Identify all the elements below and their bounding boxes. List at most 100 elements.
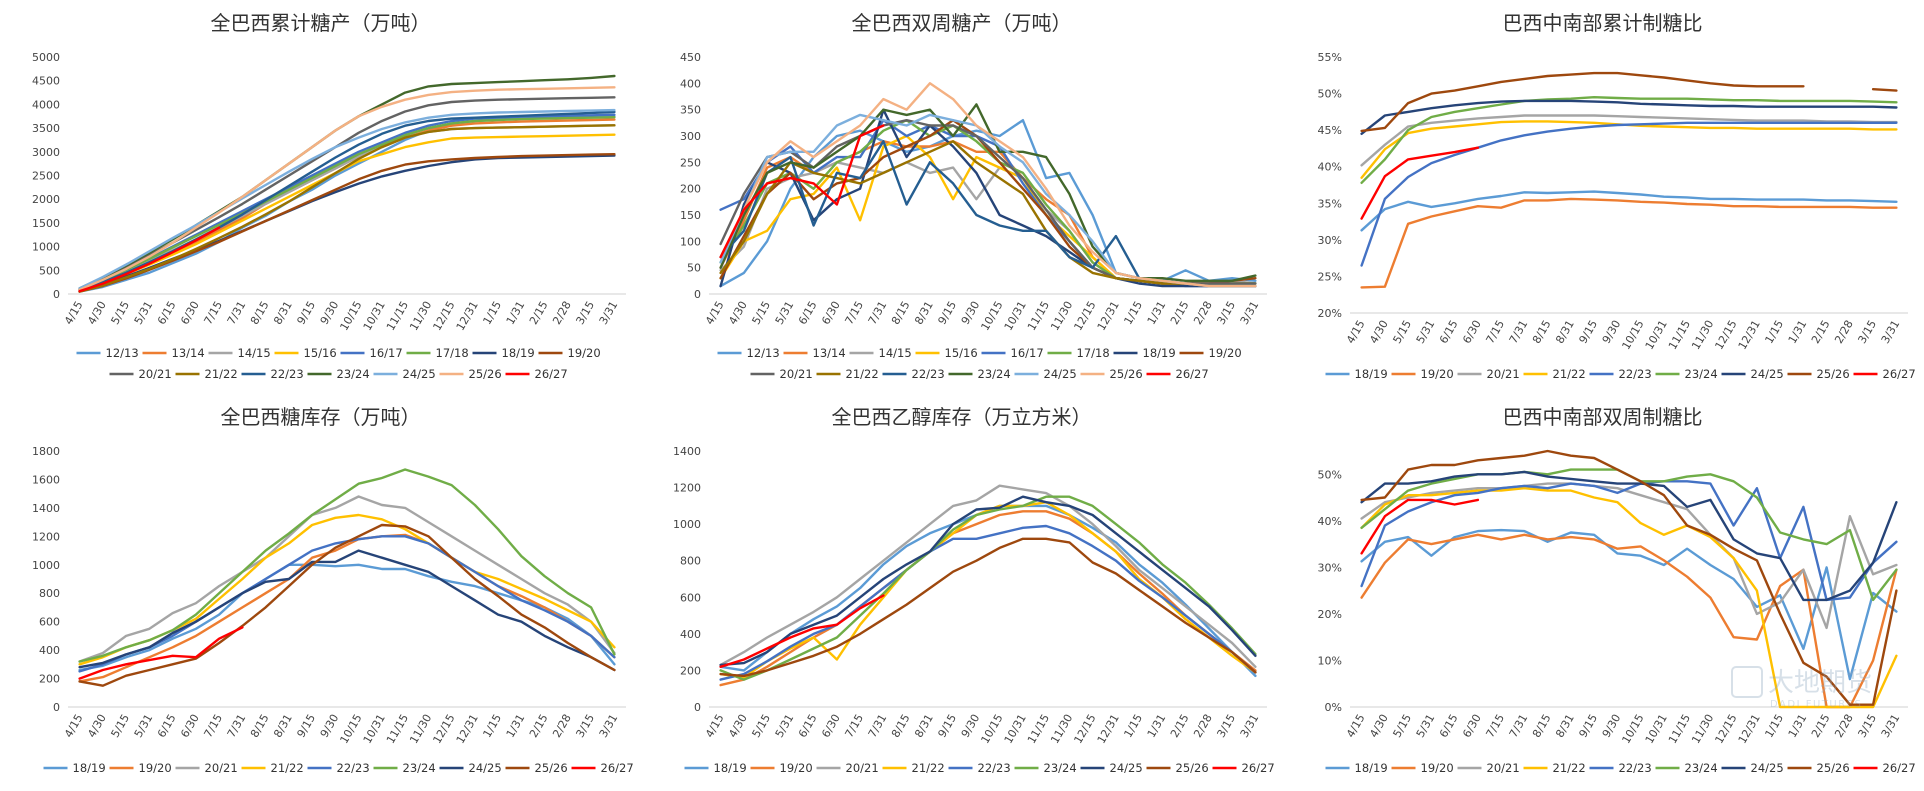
watermark-icon [1731,666,1763,698]
series-line-25-26 [78,523,616,687]
x-tick-label: 2/15 [1168,712,1192,740]
chart-panel-0: 全巴西累计糖产（万吨） 0 500 1000 1500 2000 2500 3000 3500 4… [0,0,641,397]
x-tick-label: 5/31 [132,299,156,327]
x-tick-label: 6/15 [155,299,179,327]
legend-item: 25/26 [1146,761,1209,775]
y-tick-label: 200 [39,673,60,686]
x-tick-label: 2/28 [1832,318,1856,346]
legend-label: 26/27 [1883,367,1916,381]
y-tick-label: 0 [694,701,701,714]
legend-label: 17/18 [1077,346,1110,360]
legend-item: 25/26 [505,761,568,775]
legend-item: 18/19 [684,761,747,775]
legend-item: 23/24 [307,367,370,381]
legend-item: 26/27 [505,367,568,381]
x-tick-label: 12/31 [1736,712,1763,746]
series-line-26-27 [1360,146,1480,220]
x-tick-label: 4/30 [726,712,750,740]
y-tick-label: 1200 [673,482,701,495]
x-tick-label: 5/31 [773,299,797,327]
x-tick-label: 11/15 [1025,712,1052,746]
legend-item: 23/24 [1655,761,1718,775]
legend-label: 20/21 [205,761,238,775]
x-tick-label: 11/15 [1666,712,1693,746]
x-tick-label: 7/31 [225,299,249,327]
x-tick-label: 5/15 [749,712,773,740]
y-tick-label: 30% [1318,561,1342,574]
x-tick-label: 10/15 [337,299,364,333]
x-tick-label: 3/15 [573,712,597,740]
x-tick-label: 8/15 [248,299,272,327]
y-tick-label: 0 [53,288,60,301]
legend-label: 26/27 [1176,367,1209,381]
x-tick-label: 9/15 [935,712,959,740]
legend-item: 26/27 [1212,761,1275,775]
legend-label: 18/19 [73,761,106,775]
legend-item: 26/27 [1853,761,1916,775]
chart-4: 全巴西乙醇库存（万立方米） 0 200 400 600 800 1000 1200 1400 4/… [673,405,1275,775]
chart-1: 全巴西双周糖产（万吨） 0 50 100 150 200 250 300 350 400 450 4/… [680,11,1267,381]
y-tick-label: 500 [39,264,60,277]
series-line-18-19 [719,504,1257,678]
x-tick-label: 3/31 [1879,318,1903,346]
x-tick-label: 12/31 [454,299,481,333]
series-line-19-20 [1360,197,1898,289]
legend-item: 14/15 [849,346,912,360]
series-line-26-27 [719,594,885,668]
x-tick-label: 11/15 [1025,299,1052,333]
legend-label: 22/23 [1619,367,1652,381]
legend-label: 25/26 [1817,367,1850,381]
y-tick-label: 400 [680,77,701,90]
legend-item: 19/20 [538,346,601,360]
legend-label: 18/19 [1355,761,1388,775]
x-tick-label: 4/15 [1344,712,1368,740]
x-tick-label: 12/15 [1712,318,1739,352]
series-line-22-23 [1360,480,1898,602]
legend-label: 22/23 [912,367,945,381]
legend-item: 24/25 [1721,367,1784,381]
legend-label: 19/20 [1421,761,1454,775]
legend-label: 19/20 [1421,367,1454,381]
y-tick-label: 600 [680,591,701,604]
y-tick-label: 20% [1318,608,1342,621]
legend-item: 26/27 [1853,367,1916,381]
x-tick-label: 8/31 [912,712,936,740]
x-tick-label: 1/31 [1786,318,1810,346]
x-tick-label: 3/31 [597,299,621,327]
x-tick-label: 1/15 [1762,318,1786,346]
legend-label: 26/27 [1242,761,1275,775]
chart-title: 巴西中南部累计制糖比 [1503,11,1703,35]
legend-item: 26/27 [571,761,634,775]
legend-item: 19/20 [1391,367,1454,381]
legend-item: 20/21 [109,367,172,381]
x-tick-label: 10/15 [337,712,364,746]
legend-label: 20/21 [139,367,172,381]
legend-item: 16/17 [981,346,1044,360]
legend-item: 21/22 [1523,761,1586,775]
x-tick-label: 5/31 [1414,712,1438,740]
x-tick-label: 1/15 [1121,299,1145,327]
y-tick-label: 3000 [32,146,60,159]
series-line-23-24 [719,103,1257,282]
legend-item: 18/19 [1325,367,1388,381]
x-tick-label: 8/31 [271,712,295,740]
legend-label: 21/22 [846,367,879,381]
legend-label: 21/22 [1553,761,1586,775]
series-line-25-26 [719,537,1257,678]
series-line-23-24 [78,468,616,663]
series-line-20-21 [719,119,1257,285]
watermark-subtext: DADI FUTURES [1770,699,1862,710]
x-tick-label: 2/15 [527,712,551,740]
legend-label: 12/13 [106,346,139,360]
legend-label: 13/14 [172,346,205,360]
legend-item: 20/21 [175,761,238,775]
legend-item: 12/13 [76,346,139,360]
x-tick-label: 11/15 [1666,318,1693,352]
x-tick-label: 3/31 [1879,712,1903,740]
x-tick-label: 2/28 [1191,712,1215,740]
x-tick-label: 5/15 [108,299,132,327]
y-tick-label: 10% [1318,654,1342,667]
legend-item: 20/21 [1457,367,1520,381]
y-tick-label: 0 [53,701,60,714]
